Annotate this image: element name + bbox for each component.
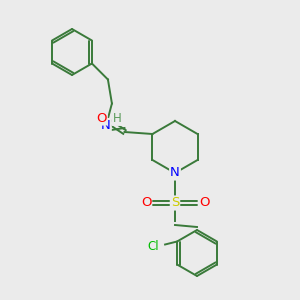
Text: Cl: Cl: [147, 240, 159, 253]
Text: O: O: [199, 196, 209, 209]
Text: N: N: [170, 167, 180, 179]
Text: O: O: [141, 196, 151, 209]
Text: S: S: [171, 196, 179, 209]
Text: N: N: [101, 119, 111, 132]
Text: O: O: [96, 112, 107, 124]
Text: H: H: [112, 112, 121, 125]
